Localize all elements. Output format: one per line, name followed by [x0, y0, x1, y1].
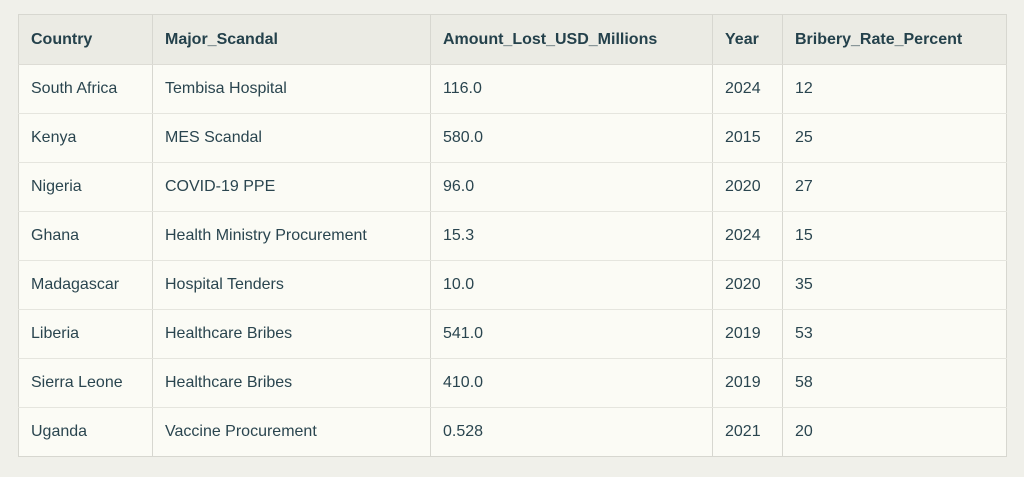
table-cell: 116.0 [430, 64, 713, 114]
table-cell: 2019 [712, 309, 783, 359]
table-row: Uganda Vaccine Procurement 0.528 2021 20 [18, 407, 1007, 457]
table-row: South Africa Tembisa Hospital 116.0 2024 12 [18, 64, 1007, 114]
table-cell: Vaccine Procurement [152, 407, 431, 457]
table-cell: Madagascar [18, 260, 153, 310]
table-cell: 580.0 [430, 113, 713, 163]
table-cell: Uganda [18, 407, 153, 457]
table-cell: 35 [782, 260, 1007, 310]
table-cell: 2021 [712, 407, 783, 457]
table-cell: 58 [782, 358, 1007, 408]
column-header-bribery-rate-percent: Bribery_Rate_Percent [782, 14, 1007, 65]
table-body: South Africa Tembisa Hospital 116.0 2024 12 K… [18, 64, 1007, 457]
table-cell: MES Scandal [152, 113, 431, 163]
table-cell: 15.3 [430, 211, 713, 261]
table-cell: South Africa [18, 64, 153, 114]
table-cell: 10.0 [430, 260, 713, 310]
table-cell: 2019 [712, 358, 783, 408]
table-cell: Kenya [18, 113, 153, 163]
table-row: Ghana Health Ministry Procurement 15.3 2024… [18, 211, 1007, 261]
table-cell: 96.0 [430, 162, 713, 212]
table-cell: 2020 [712, 162, 783, 212]
table-row: Sierra Leone Healthcare Bribes 410.0 2019 58 [18, 358, 1007, 408]
table-cell: Ghana [18, 211, 153, 261]
table-cell: Nigeria [18, 162, 153, 212]
table-cell: 2020 [712, 260, 783, 310]
table-row: Kenya MES Scandal 580.0 2015 25 [18, 113, 1007, 163]
table-header: Country Major_Scandal Amount_Lost_USD_Mill… [18, 14, 1007, 65]
table-cell: Healthcare Bribes [152, 358, 431, 408]
table-cell: 0.528 [430, 407, 713, 457]
table-row: Madagascar Hospital Tenders 10.0 2020 35 [18, 260, 1007, 310]
table-cell: 2015 [712, 113, 783, 163]
column-header-year: Year [712, 14, 783, 65]
table-cell: 12 [782, 64, 1007, 114]
table-cell: 27 [782, 162, 1007, 212]
column-header-major-scandal: Major_Scandal [152, 14, 431, 65]
column-header-country: Country [18, 14, 153, 65]
table-cell: Tembisa Hospital [152, 64, 431, 114]
table-cell: 25 [782, 113, 1007, 163]
table-cell: 2024 [712, 64, 783, 114]
table-cell: Health Ministry Procurement [152, 211, 431, 261]
column-header-amount-lost-usd-millions: Amount_Lost_USD_Millions [430, 14, 713, 65]
table-cell: Sierra Leone [18, 358, 153, 408]
scandals-data-table: Country Major_Scandal Amount_Lost_USD_Mill… [18, 14, 1007, 457]
table-cell: COVID-19 PPE [152, 162, 431, 212]
table-cell: Hospital Tenders [152, 260, 431, 310]
table-cell: 53 [782, 309, 1007, 359]
table-row: Nigeria COVID-19 PPE 96.0 2020 27 [18, 162, 1007, 212]
table-cell: 15 [782, 211, 1007, 261]
table-row: Liberia Healthcare Bribes 541.0 2019 53 [18, 309, 1007, 359]
table-cell: 410.0 [430, 358, 713, 408]
table-cell: Healthcare Bribes [152, 309, 431, 359]
header-row: Country Major_Scandal Amount_Lost_USD_Mill… [18, 14, 1007, 65]
table-cell: 20 [795, 423, 813, 440]
table-container: Country Major_Scandal Amount_Lost_USD_Mill… [18, 14, 1007, 457]
table-cell: Liberia [18, 309, 153, 359]
table-cell: 541.0 [430, 309, 713, 359]
table-cell: 2024 [712, 211, 783, 261]
